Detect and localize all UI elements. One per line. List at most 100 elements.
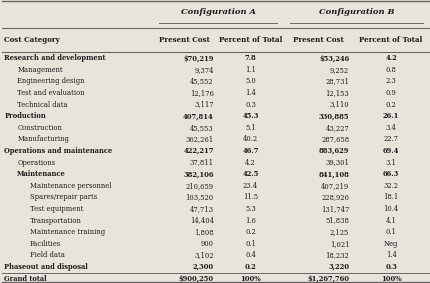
Text: Management: Management bbox=[17, 66, 63, 74]
Text: Research and development: Research and development bbox=[4, 54, 106, 62]
Text: Cost Category: Cost Category bbox=[4, 36, 60, 44]
Text: 900: 900 bbox=[201, 240, 214, 248]
Text: Maintenance personnel: Maintenance personnel bbox=[30, 182, 111, 190]
Text: $53,246: $53,246 bbox=[319, 54, 349, 62]
Text: Test equipment: Test equipment bbox=[30, 205, 83, 213]
Text: 47,713: 47,713 bbox=[190, 205, 214, 213]
Text: Grand total: Grand total bbox=[4, 275, 47, 283]
Text: Maintenance training: Maintenance training bbox=[30, 228, 105, 236]
Text: 4.2: 4.2 bbox=[245, 158, 256, 167]
Text: 18.1: 18.1 bbox=[384, 193, 399, 201]
Text: 407,219: 407,219 bbox=[321, 182, 349, 190]
Text: Test and evaluation: Test and evaluation bbox=[17, 89, 85, 97]
Text: 3.1: 3.1 bbox=[386, 158, 396, 167]
Text: 103,520: 103,520 bbox=[186, 193, 214, 201]
Text: 18,232: 18,232 bbox=[326, 251, 349, 260]
Text: 4.2: 4.2 bbox=[385, 54, 397, 62]
Text: 7.8: 7.8 bbox=[245, 54, 256, 62]
Text: $70,219: $70,219 bbox=[183, 54, 214, 62]
Text: Transportation: Transportation bbox=[30, 216, 82, 225]
Text: 37,811: 37,811 bbox=[190, 158, 214, 167]
Text: 0.1: 0.1 bbox=[386, 228, 396, 236]
Text: $1,267,760: $1,267,760 bbox=[307, 275, 349, 283]
Text: Manufacturing: Manufacturing bbox=[17, 135, 69, 143]
Text: 12,153: 12,153 bbox=[326, 89, 349, 97]
Text: 11.5: 11.5 bbox=[243, 193, 258, 201]
Text: 43,227: 43,227 bbox=[326, 124, 349, 132]
Text: 32.2: 32.2 bbox=[384, 182, 399, 190]
Text: 69.4: 69.4 bbox=[383, 147, 399, 155]
Text: Engineering design: Engineering design bbox=[17, 77, 85, 85]
Text: 46.7: 46.7 bbox=[242, 147, 259, 155]
Text: Present Cost: Present Cost bbox=[293, 36, 344, 44]
Text: 3,220: 3,220 bbox=[328, 263, 349, 271]
Text: 287,658: 287,658 bbox=[321, 135, 349, 143]
Text: 0.2: 0.2 bbox=[386, 100, 396, 109]
Text: 42.5: 42.5 bbox=[242, 170, 259, 178]
Text: 1.6: 1.6 bbox=[245, 216, 256, 225]
Text: Present Cost: Present Cost bbox=[160, 36, 210, 44]
Text: 1,808: 1,808 bbox=[194, 228, 214, 236]
Text: 0.3: 0.3 bbox=[245, 100, 256, 109]
Text: 3.4: 3.4 bbox=[386, 124, 396, 132]
Text: 40.2: 40.2 bbox=[243, 135, 258, 143]
Text: 841,108: 841,108 bbox=[318, 170, 349, 178]
Text: 3,110: 3,110 bbox=[329, 100, 349, 109]
Text: 45,552: 45,552 bbox=[190, 77, 214, 85]
Text: 2,300: 2,300 bbox=[193, 263, 214, 271]
Text: 0.4: 0.4 bbox=[245, 251, 256, 260]
Text: 12,176: 12,176 bbox=[190, 89, 214, 97]
Text: 45,553: 45,553 bbox=[190, 124, 214, 132]
Text: 45.3: 45.3 bbox=[242, 112, 259, 120]
Text: Spares/repair parts: Spares/repair parts bbox=[30, 193, 97, 201]
Text: 3,102: 3,102 bbox=[194, 251, 214, 260]
Text: 1.4: 1.4 bbox=[386, 251, 396, 260]
Text: 51,838: 51,838 bbox=[325, 216, 349, 225]
Text: Operations and maintenance: Operations and maintenance bbox=[4, 147, 113, 155]
Text: 39,301: 39,301 bbox=[325, 158, 349, 167]
Text: Percent of Total: Percent of Total bbox=[219, 36, 282, 44]
Text: 4.1: 4.1 bbox=[386, 216, 396, 225]
Text: 23.4: 23.4 bbox=[243, 182, 258, 190]
Text: 0.1: 0.1 bbox=[245, 240, 256, 248]
Text: 9,252: 9,252 bbox=[330, 66, 349, 74]
Text: 422,217: 422,217 bbox=[183, 147, 214, 155]
Text: 1.1: 1.1 bbox=[245, 66, 256, 74]
Text: 100%: 100% bbox=[381, 275, 401, 283]
Text: Phaseout and disposal: Phaseout and disposal bbox=[4, 263, 88, 271]
Text: 26.1: 26.1 bbox=[383, 112, 399, 120]
Text: 0.3: 0.3 bbox=[385, 263, 397, 271]
Text: 10.4: 10.4 bbox=[384, 205, 399, 213]
Text: 0.2: 0.2 bbox=[245, 263, 256, 271]
Text: Configuration A: Configuration A bbox=[181, 8, 256, 16]
Text: 1.4: 1.4 bbox=[245, 89, 256, 97]
Text: 0.2: 0.2 bbox=[245, 228, 256, 236]
Text: 2,125: 2,125 bbox=[330, 228, 349, 236]
Text: 22.7: 22.7 bbox=[384, 135, 399, 143]
Text: 5.3: 5.3 bbox=[245, 205, 256, 213]
Text: 0.8: 0.8 bbox=[386, 66, 396, 74]
Text: 2.3: 2.3 bbox=[386, 77, 396, 85]
Text: 362,261: 362,261 bbox=[186, 135, 214, 143]
Text: 210,659: 210,659 bbox=[186, 182, 214, 190]
Text: Construction: Construction bbox=[17, 124, 62, 132]
Text: Production: Production bbox=[4, 112, 46, 120]
Text: $900,250: $900,250 bbox=[178, 275, 214, 283]
Text: Facilities: Facilities bbox=[30, 240, 61, 248]
Text: 1,021: 1,021 bbox=[330, 240, 349, 248]
Text: Percent of Total: Percent of Total bbox=[359, 36, 423, 44]
Text: 9,374: 9,374 bbox=[194, 66, 214, 74]
Text: Configuration B: Configuration B bbox=[319, 8, 394, 16]
Text: Maintenance: Maintenance bbox=[17, 170, 66, 178]
Text: Operations: Operations bbox=[17, 158, 55, 167]
Text: 3,117: 3,117 bbox=[194, 100, 214, 109]
Text: 28,731: 28,731 bbox=[325, 77, 349, 85]
Text: 100%: 100% bbox=[240, 275, 261, 283]
Text: 228,926: 228,926 bbox=[321, 193, 349, 201]
Text: 5.1: 5.1 bbox=[245, 124, 256, 132]
Text: 0.9: 0.9 bbox=[386, 89, 396, 97]
Text: Technical data: Technical data bbox=[17, 100, 68, 109]
Text: 883,629: 883,629 bbox=[319, 147, 349, 155]
Text: 5.0: 5.0 bbox=[245, 77, 256, 85]
Text: 14,404: 14,404 bbox=[190, 216, 214, 225]
